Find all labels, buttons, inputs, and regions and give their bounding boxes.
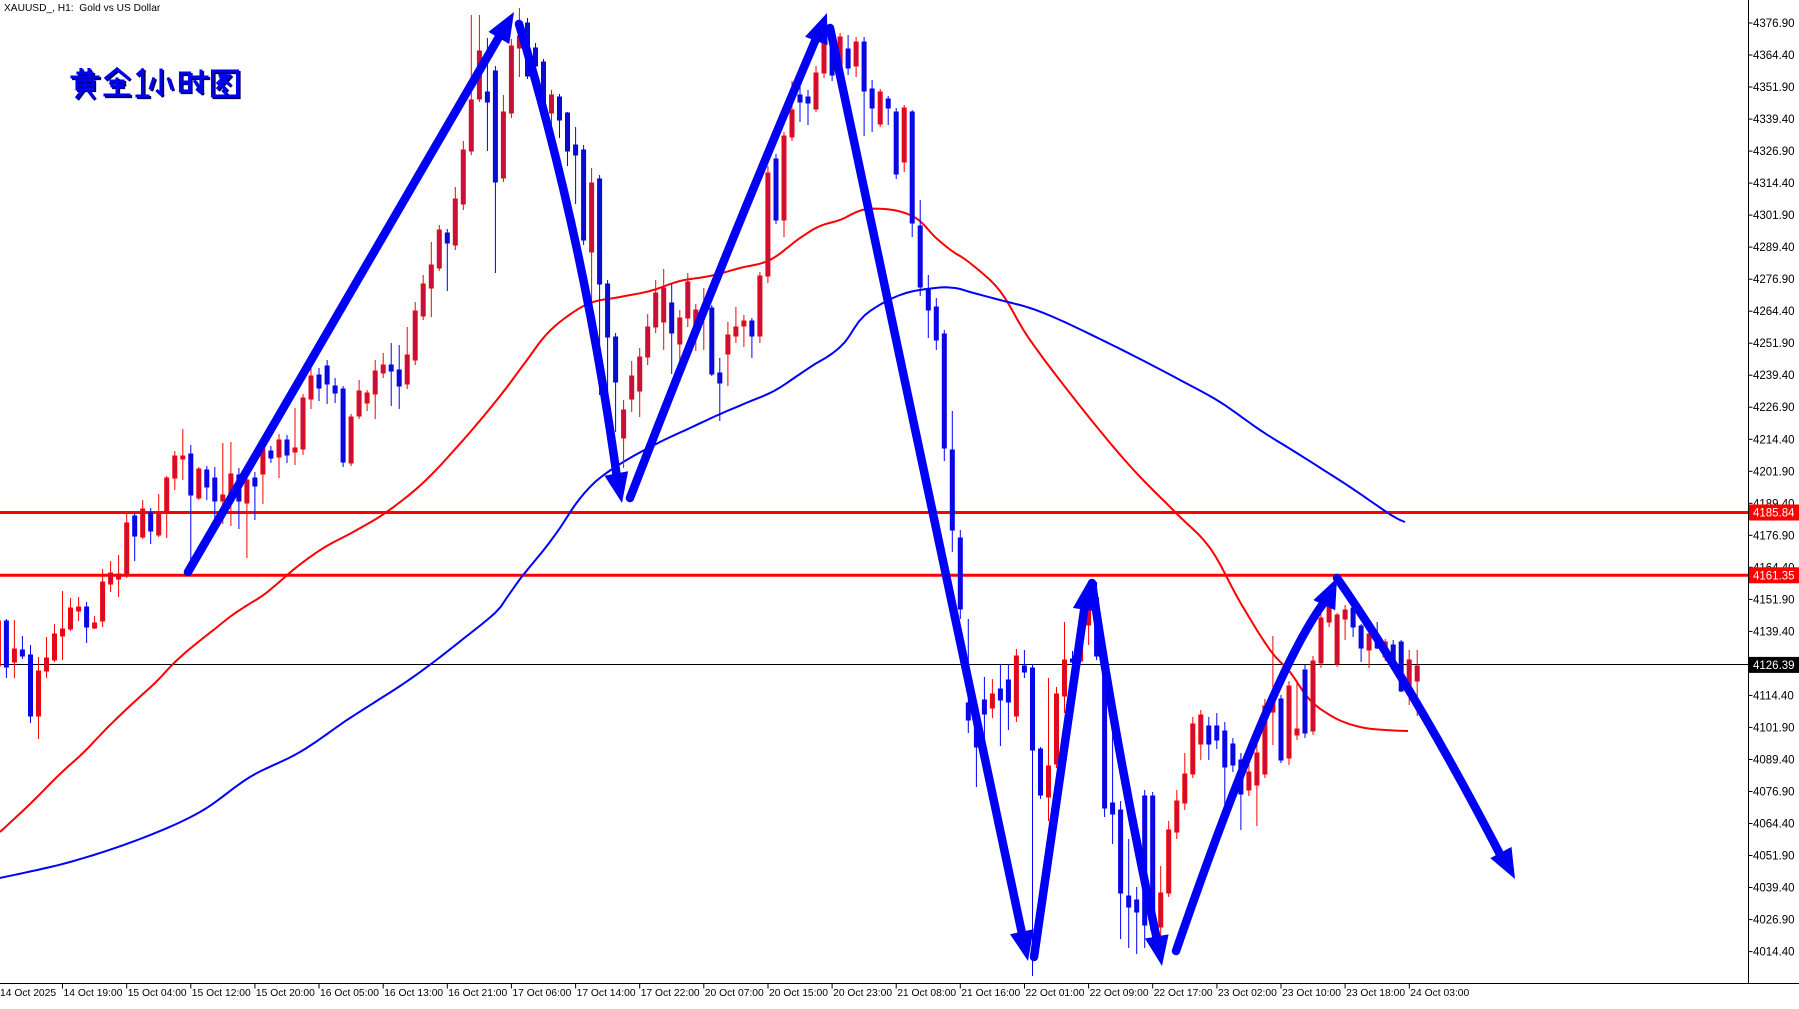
svg-text:4226.90: 4226.90	[1753, 402, 1795, 414]
svg-text:4161.35: 4161.35	[1753, 571, 1795, 583]
svg-text:4064.40: 4064.40	[1753, 819, 1795, 831]
svg-text:4301.90: 4301.90	[1753, 210, 1795, 222]
svg-text:14 Oct 19:00: 14 Oct 19:00	[64, 988, 123, 999]
svg-text:23 Oct 10:00: 23 Oct 10:00	[1282, 988, 1341, 999]
svg-text:4239.40: 4239.40	[1753, 370, 1795, 382]
svg-text:23 Oct 18:00: 23 Oct 18:00	[1346, 988, 1405, 999]
svg-text:4039.40: 4039.40	[1753, 883, 1795, 895]
svg-text:15 Oct 20:00: 15 Oct 20:00	[256, 988, 315, 999]
svg-text:4185.84: 4185.84	[1753, 508, 1795, 520]
svg-text:15 Oct 12:00: 15 Oct 12:00	[192, 988, 251, 999]
svg-text:4051.90: 4051.90	[1753, 851, 1795, 863]
svg-text:16 Oct 13:00: 16 Oct 13:00	[384, 988, 443, 999]
svg-text:4201.90: 4201.90	[1753, 466, 1795, 478]
svg-text:23 Oct 02:00: 23 Oct 02:00	[1218, 988, 1277, 999]
svg-text:4314.40: 4314.40	[1753, 178, 1795, 190]
svg-text:4251.90: 4251.90	[1753, 338, 1795, 350]
svg-text:20 Oct 23:00: 20 Oct 23:00	[833, 988, 892, 999]
svg-text:14 Oct 2025: 14 Oct 2025	[0, 988, 56, 999]
svg-text:16 Oct 21:00: 16 Oct 21:00	[448, 988, 507, 999]
svg-text:20 Oct 15:00: 20 Oct 15:00	[769, 988, 828, 999]
svg-text:4114.40: 4114.40	[1753, 690, 1794, 702]
svg-text:4089.40: 4089.40	[1753, 755, 1795, 767]
svg-text:4376.90: 4376.90	[1753, 18, 1795, 30]
svg-text:4326.90: 4326.90	[1753, 146, 1795, 158]
svg-text:4276.90: 4276.90	[1753, 274, 1795, 286]
svg-text:4339.40: 4339.40	[1753, 114, 1795, 126]
svg-text:17 Oct 14:00: 17 Oct 14:00	[577, 988, 636, 999]
svg-text:4126.39: 4126.39	[1753, 660, 1795, 672]
svg-text:17 Oct 22:00: 17 Oct 22:00	[641, 988, 700, 999]
svg-text:22 Oct 17:00: 22 Oct 17:00	[1154, 988, 1213, 999]
svg-text:22 Oct 09:00: 22 Oct 09:00	[1090, 988, 1149, 999]
svg-text:21 Oct 08:00: 21 Oct 08:00	[897, 988, 956, 999]
svg-text:17 Oct 06:00: 17 Oct 06:00	[512, 988, 571, 999]
svg-text:4026.90: 4026.90	[1753, 915, 1795, 927]
svg-text:20 Oct 07:00: 20 Oct 07:00	[705, 988, 764, 999]
svg-text:15 Oct 04:00: 15 Oct 04:00	[128, 988, 187, 999]
svg-text:4214.40: 4214.40	[1753, 434, 1795, 446]
svg-text:24 Oct 03:00: 24 Oct 03:00	[1410, 988, 1469, 999]
svg-text:22 Oct 01:00: 22 Oct 01:00	[1026, 988, 1085, 999]
svg-text:4014.40: 4014.40	[1753, 947, 1795, 959]
svg-text:16 Oct 05:00: 16 Oct 05:00	[320, 988, 379, 999]
svg-text:4101.90: 4101.90	[1753, 722, 1795, 734]
svg-text:XAUUSD_, H1: Gold vs US Dolla: XAUUSD_, H1: Gold vs US Dollar	[4, 3, 161, 14]
svg-text:4289.40: 4289.40	[1753, 242, 1795, 254]
svg-text:4139.40: 4139.40	[1753, 626, 1795, 638]
svg-text:4364.40: 4364.40	[1753, 50, 1795, 62]
svg-text:4176.90: 4176.90	[1753, 530, 1795, 542]
svg-text:4151.90: 4151.90	[1753, 594, 1795, 606]
svg-text:4076.90: 4076.90	[1753, 787, 1795, 799]
svg-text:4264.40: 4264.40	[1753, 306, 1795, 318]
svg-text:4351.90: 4351.90	[1753, 82, 1795, 94]
svg-text:21 Oct 16:00: 21 Oct 16:00	[961, 988, 1020, 999]
